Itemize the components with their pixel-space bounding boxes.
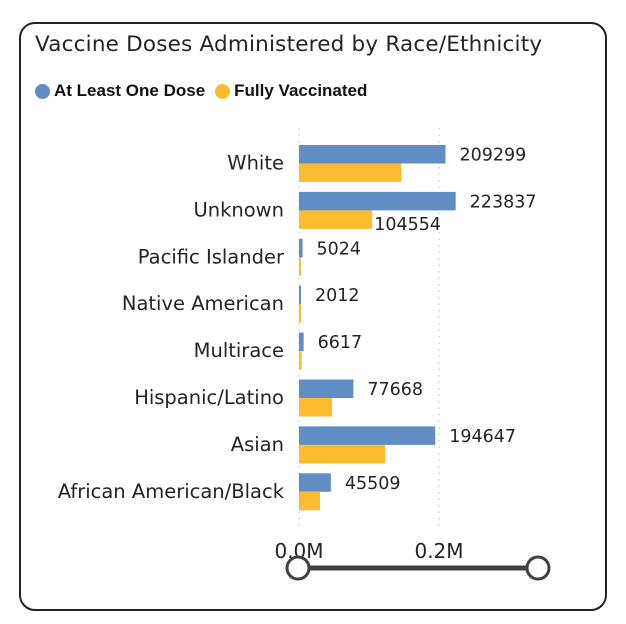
category-label-white: White [227,152,284,175]
bar-fully-vaccinated-hispanic-latino [299,398,332,417]
bar-fully-vaccinated-unknown [299,210,373,229]
category-label-unknown: Unknown [193,198,284,221]
bar-at-least-one-dose-african-american-black [299,473,331,492]
bar-at-least-one-dose-pacific-islander [299,238,303,258]
bar-at-least-one-dose-native-american [299,285,301,305]
bar-fully-vaccinated-white [299,163,402,182]
data-label-at-least-one-dose-african-american-black: 45509 [345,474,401,494]
bar-at-least-one-dose-white [299,145,446,164]
category-label-pacific-islander: Pacific Islander [138,245,285,268]
chart-title: Vaccine Doses Administered by Race/Ethni… [35,32,543,57]
category-label-multirace: Multirace [194,339,284,362]
category-label-native-american: Native American [122,292,284,315]
data-label-at-least-one-dose-unknown: 223837 [470,192,537,212]
data-label-at-least-one-dose-native-american: 2012 [315,286,360,306]
category-label-asian: Asian [231,433,284,456]
data-label-at-least-one-dose-white: 209299 [460,146,527,166]
slider-handle-end[interactable] [525,555,551,581]
bar-fully-vaccinated-pacific-islander [299,257,301,276]
bar-at-least-one-dose-multirace [299,332,304,352]
chart-card: Vaccine Doses Administered by Race/Ethni… [19,22,607,611]
legend-swatch-blue [35,83,50,99]
bar-fully-vaccinated-native-american [299,304,301,323]
x-tick-label-1: 0.2M [414,539,463,563]
legend-label-at-least-one-dose: At Least One Dose [54,81,206,100]
data-label-at-least-one-dose-asian: 194647 [449,427,516,447]
legend-item-at-least-one-dose[interactable]: At Least One Dose [35,81,205,101]
category-label-african-american-black: African American/Black [58,480,285,503]
bar-fully-vaccinated-african-american-black [299,491,320,511]
data-label-at-least-one-dose-multirace: 6617 [318,333,363,353]
bar-at-least-one-dose-hispanic-latino [299,379,354,398]
category-label-hispanic-latino: Hispanic/Latino [134,386,284,409]
bar-fully-vaccinated-multirace [299,351,302,370]
bar-fully-vaccinated-asian [299,444,386,464]
data-label-fully-vaccinated-unknown: 104554 [374,215,441,235]
legend-label-fully-vaccinated: Fully Vaccinated [234,81,368,100]
slider-handle-start[interactable] [285,555,311,581]
data-label-at-least-one-dose-hispanic-latino: 77668 [367,380,423,400]
bar-at-least-one-dose-unknown [299,191,456,211]
legend-item-fully-vaccinated[interactable]: Fully Vaccinated [215,81,367,101]
legend: At Least One Dose Fully Vaccinated [35,81,377,101]
data-label-at-least-one-dose-pacific-islander: 5024 [317,239,362,259]
range-slider[interactable] [268,555,552,581]
bar-at-least-one-dose-asian [299,426,436,445]
legend-swatch-yellow [215,83,231,99]
